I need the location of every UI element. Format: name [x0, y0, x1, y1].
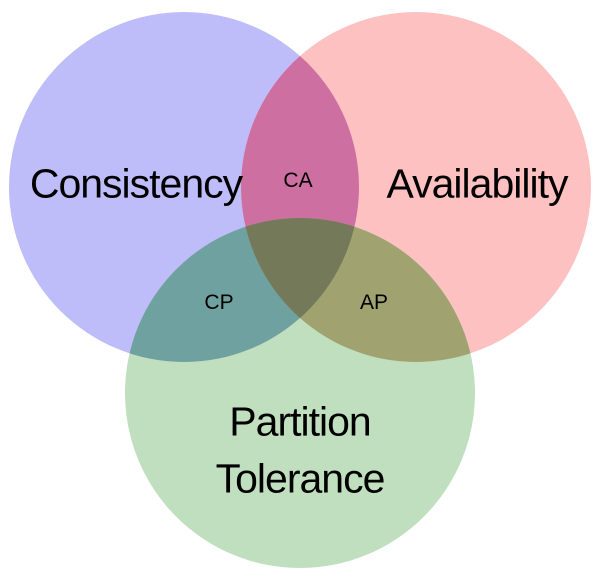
cp-overlap-region: [125, 218, 359, 362]
cp-label: CP: [204, 291, 234, 314]
ca-label: CA: [283, 169, 313, 192]
partition-tolerance-label-line2: Tolerance: [215, 455, 386, 502]
ap-overlap-region: [241, 218, 475, 362]
partition-tolerance-label-line1: Partition: [229, 398, 371, 445]
availability-label: Availability: [386, 160, 569, 207]
consistency-label: Consistency: [29, 160, 243, 207]
ap-label: AP: [359, 291, 389, 314]
